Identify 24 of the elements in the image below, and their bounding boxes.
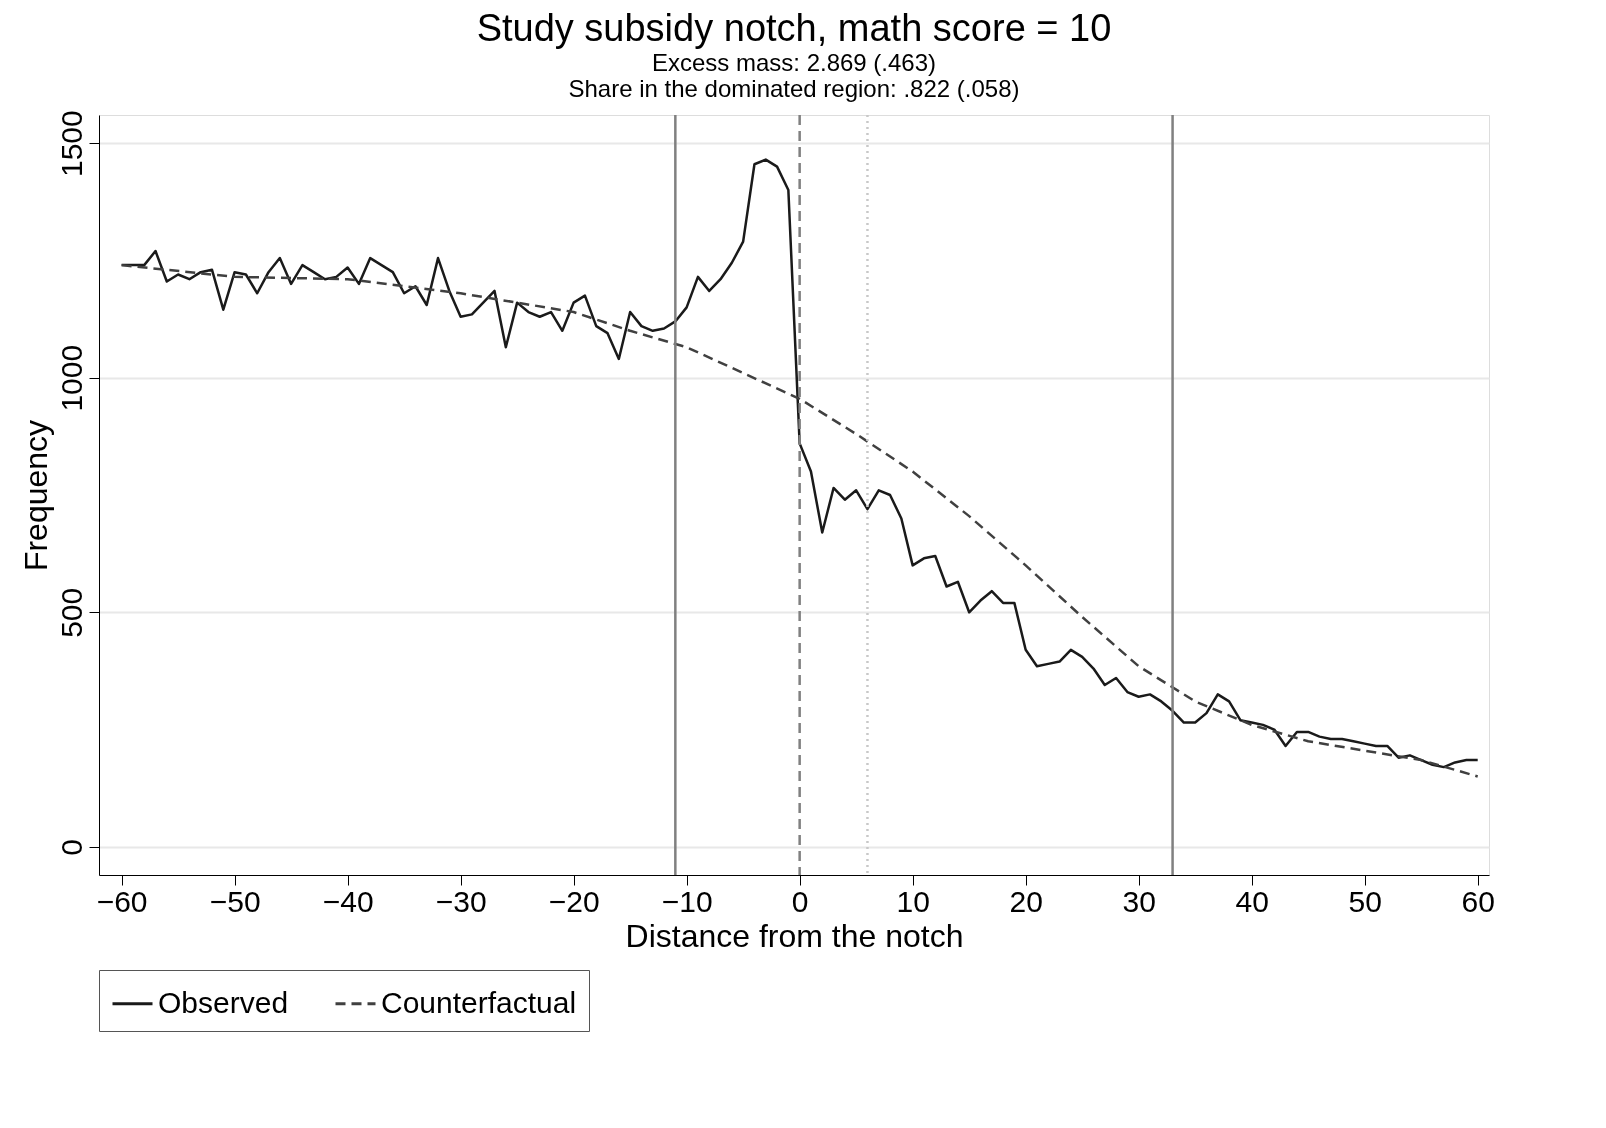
y-tick-label: 1000 bbox=[54, 344, 88, 412]
x-tick-label: 0 bbox=[791, 884, 809, 918]
chart-subtitle: Excess mass: 2.869 (.463) Share in the dominated region: .822 (.058) bbox=[568, 48, 1020, 102]
x-tick-label: −10 bbox=[661, 884, 713, 918]
x-tick-label: 10 bbox=[896, 884, 930, 918]
y-tick-label: 500 bbox=[54, 587, 88, 638]
line-series bbox=[120, 263, 1479, 778]
x-axis-title: Distance from the notch bbox=[625, 917, 964, 954]
x-tick-label: −60 bbox=[96, 884, 148, 918]
x-tick-label: 60 bbox=[1461, 884, 1495, 918]
x-tick-label: −20 bbox=[548, 884, 600, 918]
x-tick-label: −50 bbox=[209, 884, 261, 918]
chart-title: Study subsidy notch, math score = 10 bbox=[476, 6, 1112, 49]
x-tick-label: 20 bbox=[1009, 884, 1043, 918]
y-tick-label: 0 bbox=[54, 839, 88, 856]
y-axis-title: Frequency bbox=[17, 419, 54, 572]
x-tick-label: −30 bbox=[435, 884, 487, 918]
y-tick-label: 1500 bbox=[54, 110, 88, 178]
x-tick-label: 50 bbox=[1348, 884, 1382, 918]
legend-label: Counterfactual bbox=[381, 985, 577, 1019]
x-tick-label: 30 bbox=[1122, 884, 1156, 918]
legend-label: Observed bbox=[158, 985, 289, 1019]
x-tick-label: −40 bbox=[322, 884, 374, 918]
x-tick-label: 40 bbox=[1235, 884, 1269, 918]
